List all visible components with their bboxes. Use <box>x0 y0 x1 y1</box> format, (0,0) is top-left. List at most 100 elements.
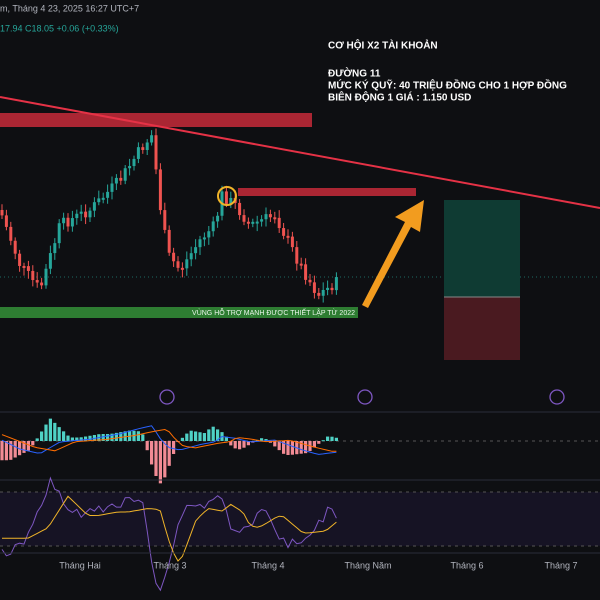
event-icon[interactable] <box>549 389 565 405</box>
candle-body <box>251 221 255 224</box>
macd-bar <box>4 441 8 461</box>
support-zone <box>0 307 358 318</box>
candle-body <box>66 217 70 227</box>
time-label: Tháng 4 <box>251 560 284 570</box>
macd-bar <box>304 441 308 454</box>
macd-bar <box>264 439 268 441</box>
macd-bar <box>22 441 26 453</box>
macd-bar <box>123 431 127 441</box>
candle-body <box>198 239 202 248</box>
candle-body <box>238 202 242 216</box>
macd-bar <box>101 434 105 441</box>
candle-body <box>0 210 4 216</box>
macd-bar <box>141 434 145 441</box>
macd-bar <box>246 441 250 446</box>
note: BIÊN ĐỘNG 1 GIÁ : 1.150 USD <box>328 91 471 104</box>
candle-body <box>57 223 61 244</box>
highlight-circle <box>217 186 237 206</box>
rsi-pane <box>1 476 337 592</box>
macd-bar <box>145 441 149 451</box>
candle-body <box>317 292 321 296</box>
candle-body <box>123 168 127 181</box>
macd-bar <box>282 441 286 454</box>
candle-body <box>180 267 184 270</box>
macd-bar <box>273 441 277 447</box>
macd-bar <box>330 436 334 441</box>
candle-body <box>194 247 198 254</box>
macd-bar <box>18 441 22 456</box>
candle-body <box>132 158 136 167</box>
macd-bar <box>119 432 123 441</box>
event-icon[interactable] <box>159 389 175 405</box>
candle-body <box>326 287 330 290</box>
candle-body <box>172 252 176 262</box>
time-label: Tháng 3 <box>153 560 186 570</box>
candle-body <box>229 197 233 204</box>
rsi-band <box>0 492 600 546</box>
macd-bar <box>202 433 206 441</box>
candle-body <box>286 235 290 238</box>
candle-body <box>154 135 158 170</box>
note: MỨC KÝ QUỸ: 40 TRIỆU ĐỒNG CHO 1 HỢP ĐỒNG <box>328 79 567 92</box>
resistance-zone <box>0 113 312 127</box>
candle-body <box>312 282 316 293</box>
macd-bar <box>172 441 176 454</box>
rsi-ma <box>2 495 337 562</box>
candle-body <box>304 264 308 280</box>
candle-body <box>321 289 325 296</box>
macd-bar <box>286 441 290 455</box>
macd-bar <box>75 437 79 441</box>
header-quote: 17.94 C18.05 +0.06 (+0.33%) <box>0 23 119 33</box>
candle-body <box>334 277 338 291</box>
candle-body <box>277 217 281 229</box>
candle-body <box>242 215 246 222</box>
macd-bar <box>106 434 110 441</box>
macd-bar <box>321 440 325 442</box>
candle-body <box>246 221 250 224</box>
candle-body <box>260 219 264 222</box>
macd-bar <box>180 437 184 441</box>
candle-body <box>70 218 74 227</box>
candle-body <box>308 279 312 283</box>
macd-line <box>1 425 337 455</box>
candle-body <box>167 229 171 253</box>
macd-bar <box>84 436 88 441</box>
macd-bar <box>62 431 66 441</box>
event-icon[interactable] <box>357 389 373 405</box>
candle-body <box>44 268 48 286</box>
candle-body <box>22 265 26 268</box>
candle-body <box>207 231 211 238</box>
macd-bar <box>48 418 52 441</box>
candle-body <box>13 240 17 254</box>
macd-bar <box>31 441 35 446</box>
candle-body <box>88 210 92 218</box>
macd-bar <box>277 441 281 451</box>
candle-body <box>92 202 96 211</box>
signal-line <box>1 428 337 452</box>
macd-bar <box>44 424 48 441</box>
candle-body <box>295 247 299 264</box>
macd-bar <box>326 436 330 441</box>
macd-bar <box>290 441 294 455</box>
macd-bar <box>110 433 114 441</box>
candle-body <box>31 270 35 281</box>
macd-bar <box>150 441 154 465</box>
macd-bar <box>229 441 233 446</box>
note-headline: CƠ HỘI X2 TÀI KHOẢN <box>328 39 438 52</box>
candle-body <box>189 253 193 260</box>
candle-body <box>18 253 22 266</box>
macd-bar <box>198 432 202 441</box>
support-label: VÙNG HỖ TRỢ MẠNH ĐƯỢC THIẾT LẬP TỪ 2022 <box>192 307 355 317</box>
macd-bar <box>238 441 242 450</box>
macd-bar <box>260 438 264 441</box>
trend-line <box>0 96 600 209</box>
candle-body <box>216 215 220 222</box>
macd-bar <box>9 441 13 460</box>
candle-body <box>211 221 215 232</box>
candle-body <box>136 147 140 159</box>
candle-body <box>101 197 105 200</box>
macd-bar <box>216 429 220 441</box>
macd-bar <box>57 427 61 441</box>
candle-body <box>9 226 13 241</box>
